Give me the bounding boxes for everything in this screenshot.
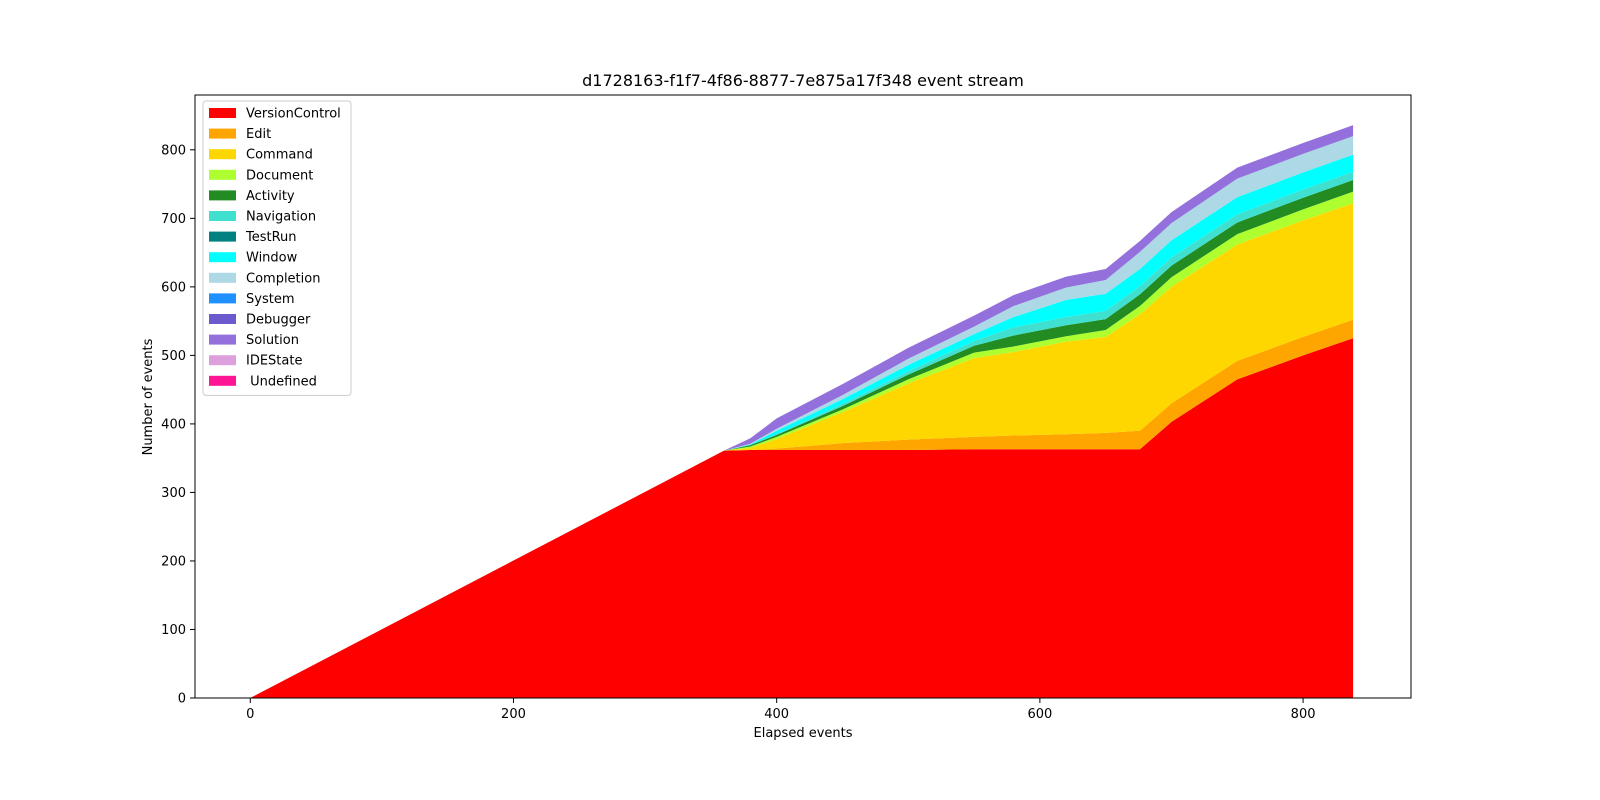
legend-label: VersionControl <box>246 107 341 122</box>
legend-swatch <box>209 190 236 201</box>
x-tick-label: 400 <box>764 707 789 722</box>
area-document <box>250 191 1354 698</box>
legend-swatch <box>209 252 236 263</box>
x-axis-label: Elapsed events <box>754 726 853 741</box>
legend-label: IDEState <box>246 354 302 369</box>
y-tick-label: 0 <box>178 692 186 707</box>
y-tick-label: 500 <box>161 349 186 364</box>
legend-label: Navigation <box>246 210 316 225</box>
area-completion <box>250 136 1354 699</box>
legend-box <box>202 100 352 396</box>
legend-swatch <box>209 149 236 160</box>
area-solution <box>250 125 1354 698</box>
area-versioncontrol <box>250 338 1354 698</box>
legend-swatch <box>209 293 236 304</box>
x-tick-label: 200 <box>501 707 526 722</box>
y-axis-label: Number of events <box>141 338 156 455</box>
x-tick-label: 600 <box>1027 707 1052 722</box>
area-activity <box>250 179 1354 699</box>
legend-label: Command <box>246 148 313 163</box>
x-axis-ticks: 0 200 400 600 800 <box>246 698 1316 722</box>
legend-label: Activity <box>246 189 295 204</box>
y-tick-label: 400 <box>161 417 186 432</box>
area-window <box>250 154 1354 699</box>
y-tick-label: 100 <box>161 623 186 638</box>
legend-swatch <box>209 272 236 283</box>
legend-swatch <box>209 355 236 366</box>
plot-frame <box>194 94 1412 699</box>
y-tick-label: 800 <box>161 143 186 158</box>
x-tick-label: 0 <box>246 707 254 722</box>
legend-swatch <box>209 231 236 242</box>
x-tick-label: 800 <box>1291 707 1316 722</box>
legend-label: Edit <box>246 127 271 142</box>
legend-swatch <box>209 211 236 221</box>
legend-label: Solution <box>246 333 299 348</box>
y-tick-label: 300 <box>161 486 186 501</box>
legend-label: Document <box>246 168 313 183</box>
area-command <box>250 203 1354 698</box>
legend-label: TestRun <box>245 230 297 245</box>
chart-title: d1728163-f1f7-4f86-8877-7e875a17f348 eve… <box>582 71 1024 90</box>
legend-label: Window <box>246 251 298 266</box>
legend-swatch <box>209 108 236 118</box>
legend-swatch <box>209 169 236 180</box>
legend-label: Debugger <box>246 313 311 328</box>
legend-swatch <box>209 128 236 139</box>
y-tick-label: 700 <box>161 212 186 227</box>
legend-label: System <box>246 292 294 307</box>
legend-swatch <box>209 375 236 386</box>
y-tick-label: 200 <box>161 554 186 569</box>
legend-swatch <box>209 334 236 345</box>
legend-label: Completion <box>246 271 320 286</box>
legend: VersionControl Edit Command Document Activit… <box>202 100 352 396</box>
legend-swatch <box>209 314 236 324</box>
y-tick-label: 600 <box>161 280 186 295</box>
area-layers <box>250 125 1354 699</box>
legend-label: Undefined <box>246 374 317 389</box>
y-axis-ticks: 0 100 200 300 400 500 600 700 800 <box>161 143 195 707</box>
